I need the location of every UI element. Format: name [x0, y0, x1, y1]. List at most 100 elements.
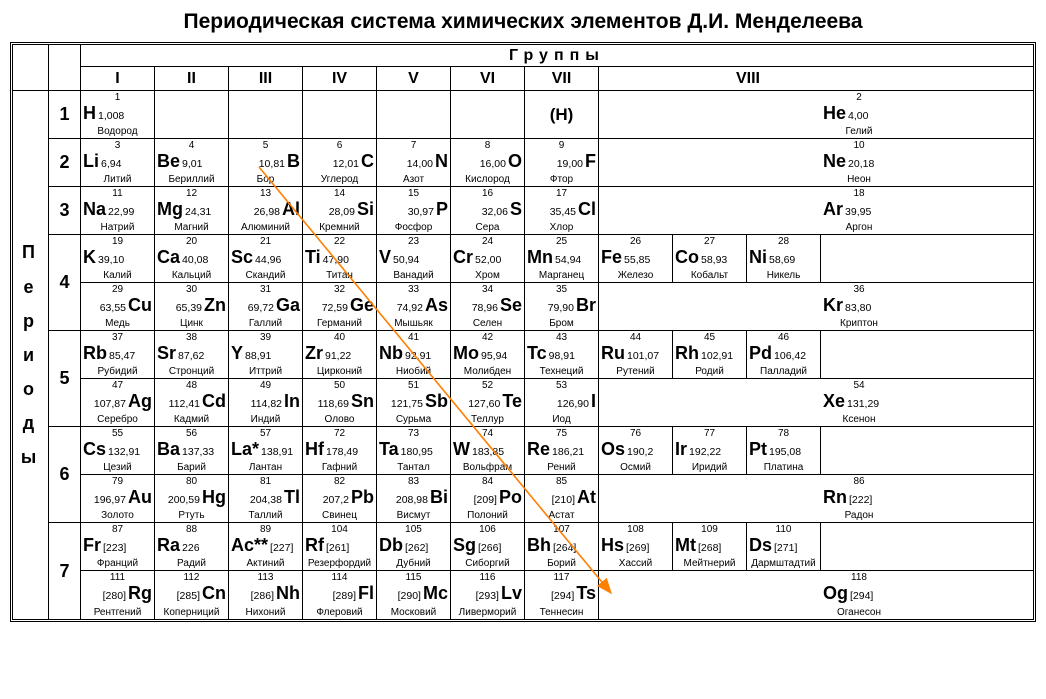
- element-Co: 27Co58,93Кобальт: [673, 235, 747, 282]
- element-name: Кобальт: [675, 270, 744, 281]
- atomic-number: 31: [231, 285, 300, 295]
- atomic-number: 106: [453, 525, 522, 535]
- symbol-mass: Ra226: [157, 536, 226, 554]
- element-name: Алюминий: [231, 222, 300, 233]
- atomic-number: 84: [453, 477, 522, 487]
- group-label: I: [81, 67, 155, 90]
- symbol-mass: 107,87Ag: [83, 392, 152, 410]
- atomic-number: 33: [379, 285, 448, 295]
- symbol-mass: Na22,99: [83, 200, 152, 218]
- element-name: Криптон: [823, 318, 895, 329]
- symbol-mass: [286]Nh: [231, 584, 300, 602]
- element-Rg: 111[280]RgРентгений: [81, 571, 155, 619]
- element-name: Платина: [749, 462, 818, 473]
- element-name: Вольфрам: [453, 462, 522, 473]
- empty-cell: [747, 571, 821, 619]
- period-numbers-column: 1234567: [49, 45, 81, 619]
- period-number: 2: [49, 139, 80, 187]
- period-number: 4: [49, 235, 80, 331]
- placeholder-H: (H): [525, 91, 599, 138]
- symbol-mass: Zr91,22: [305, 344, 374, 362]
- atomic-number: 107: [527, 525, 596, 535]
- element-name: Калий: [83, 270, 152, 281]
- atomic-number: 116: [453, 573, 522, 583]
- empty-cell: [599, 475, 673, 522]
- atomic-number: 47: [83, 381, 152, 391]
- element-name: Фосфор: [379, 222, 448, 233]
- element-name: Рентгений: [83, 607, 152, 618]
- empty-cell: [821, 331, 897, 378]
- symbol-mass: Ac**[227]: [231, 536, 300, 554]
- symbol-mass: 78,96Se: [453, 296, 522, 314]
- symbol-mass: 69,72Ga: [231, 296, 300, 314]
- symbol-mass: Pd106,42: [749, 344, 818, 362]
- atomic-number: 46: [749, 333, 818, 343]
- empty-cell: [155, 91, 229, 138]
- element-name: Цирконий: [305, 366, 374, 377]
- group-label: IV: [303, 67, 377, 90]
- group-label: VII: [525, 67, 599, 90]
- atomic-number: 115: [379, 573, 448, 583]
- grid: Группы IIIIIIIVVVIVIIVIII 1H1,008Водород…: [81, 45, 1033, 619]
- empty-cell: [673, 187, 747, 234]
- atomic-number: 1: [83, 93, 152, 103]
- empty-cell: [599, 571, 673, 619]
- symbol-mass: [280]Rg: [83, 584, 152, 602]
- symbol-mass: 74,92As: [379, 296, 448, 314]
- symbol-mass: Ir192,22: [675, 440, 744, 458]
- atomic-number: 20: [157, 237, 226, 247]
- atomic-number: 77: [675, 429, 744, 439]
- atomic-number: 80: [157, 477, 226, 487]
- atomic-number: 54: [823, 381, 895, 391]
- atomic-number: 11: [83, 189, 152, 199]
- element-name: Магний: [157, 222, 226, 233]
- symbol-mass: 63,55Cu: [83, 296, 152, 314]
- atomic-number: 23: [379, 237, 448, 247]
- atomic-number: 17: [527, 189, 596, 199]
- element-F: 919,00FФтор: [525, 139, 599, 186]
- atomic-number: 34: [453, 285, 522, 295]
- element-Ts: 117[294]TsТеннесин: [525, 571, 599, 619]
- symbol-mass: Nb92,91: [379, 344, 448, 362]
- periodic-table: П е р и о д ы 1234567 Группы IIIIIIIVVVI…: [10, 42, 1036, 622]
- element-Ti: 22Ti47,90Титан: [303, 235, 377, 282]
- element-name: Дармштадтий: [749, 558, 818, 569]
- empty-cell: [303, 91, 377, 138]
- symbol-mass: Ar39,95: [823, 200, 895, 218]
- element-name: Астат: [527, 510, 596, 521]
- atomic-number: 19: [83, 237, 152, 247]
- atomic-number: 76: [601, 429, 670, 439]
- empty-cell: [747, 91, 821, 138]
- element-name: Бром: [527, 318, 596, 329]
- element-Zr: 40Zr91,22Цирконий: [303, 331, 377, 378]
- element-name: Титан: [305, 270, 374, 281]
- element-name: Кислород: [453, 174, 522, 185]
- element-name: Золото: [83, 510, 152, 521]
- element-name: Коперниций: [157, 607, 226, 618]
- element-Sr: 38Sr87,62Стронций: [155, 331, 229, 378]
- element-name: Иттрий: [231, 366, 300, 377]
- empty-cell: [229, 91, 303, 138]
- element-Fl: 114[289]FlФлеровий: [303, 571, 377, 619]
- atomic-number: 21: [231, 237, 300, 247]
- element-Ge: 3272,59GeГерманий: [303, 283, 377, 330]
- atomic-number: 4: [157, 141, 226, 151]
- element-Fr: 87Fr[223]Франций: [81, 523, 155, 570]
- period-number: 6: [49, 427, 80, 523]
- empty-cell: [599, 283, 673, 330]
- element-Si: 1428,09SiКремний: [303, 187, 377, 234]
- atomic-number: 50: [305, 381, 374, 391]
- element-name: Ксенон: [823, 414, 895, 425]
- element-Bi: 83208,98BiВисмут: [377, 475, 451, 522]
- element-Mc: 115[290]McМосковий: [377, 571, 451, 619]
- element-Li: 3Li6,94Литий: [81, 139, 155, 186]
- element-name: Никель: [749, 270, 818, 281]
- element-Xe: 54Xe131,29Ксенон: [821, 379, 897, 426]
- atomic-number: 52: [453, 381, 522, 391]
- atomic-number: 114: [305, 573, 374, 583]
- symbol-mass: 208,98Bi: [379, 488, 448, 506]
- element-Ca: 20Ca40,08Кальций: [155, 235, 229, 282]
- element-name: Кремний: [305, 222, 374, 233]
- atomic-number: 10: [823, 141, 895, 151]
- symbol-mass: 72,59Ge: [305, 296, 374, 314]
